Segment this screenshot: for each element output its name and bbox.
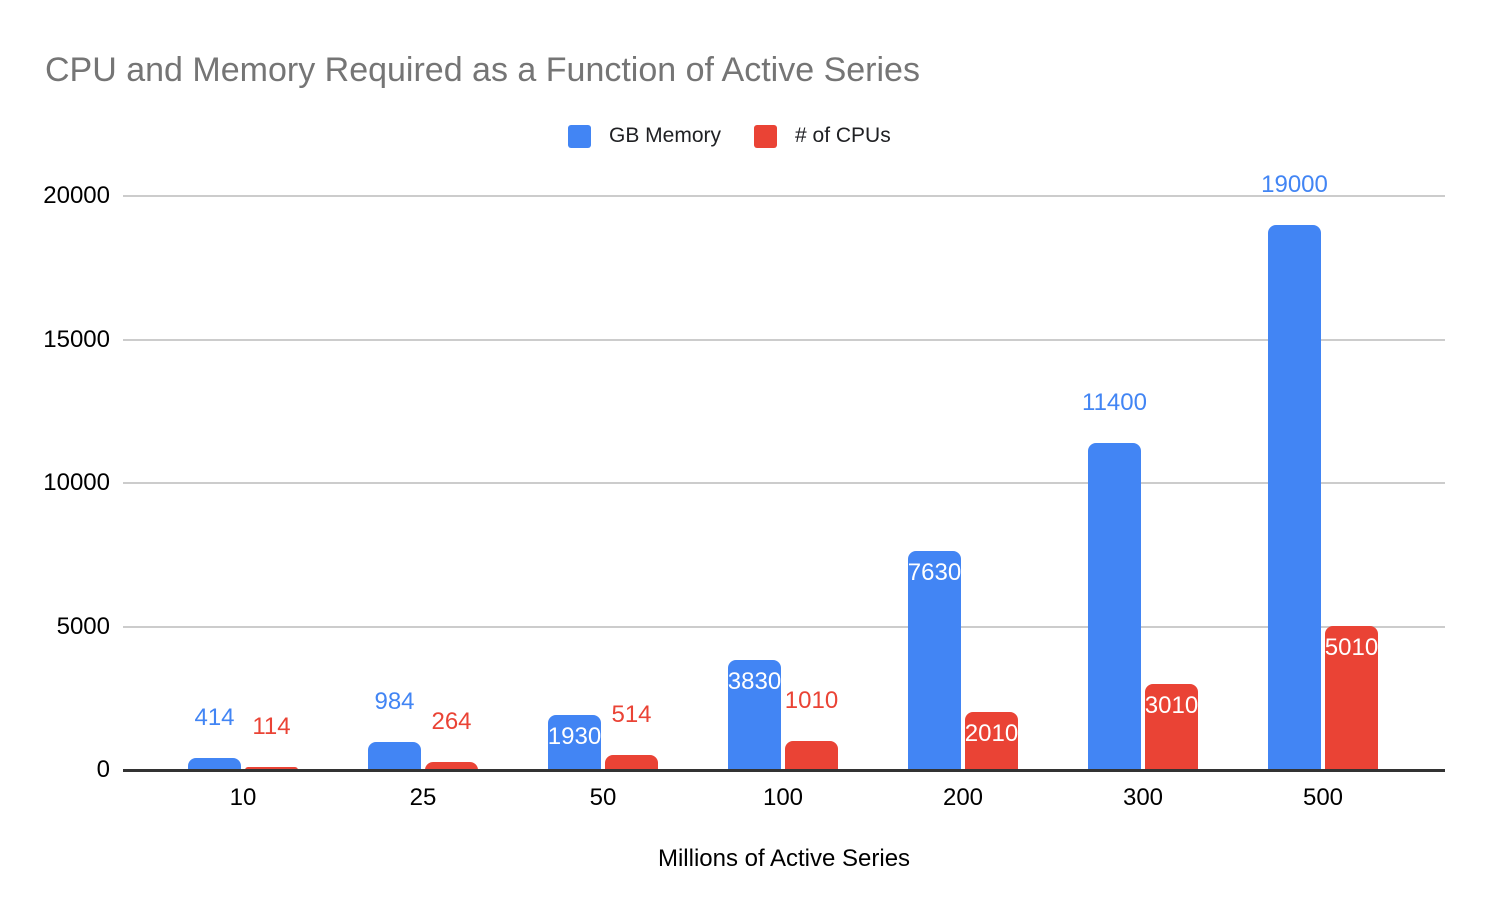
bar-gb-memory — [368, 741, 421, 770]
bar-cpus — [425, 762, 478, 770]
bar-value-gb-memory: 7630 — [907, 559, 962, 587]
bar-cpus — [1325, 626, 1378, 770]
bar-value-cpus: 1010 — [784, 687, 839, 714]
x-axis-tick-label: 200 — [942, 784, 984, 811]
bar-gb-memory — [548, 714, 601, 770]
bar-cpus — [785, 741, 838, 770]
legend-label-gb-memory: GB Memory — [609, 124, 722, 147]
x-axis-tick-label: 300 — [1122, 784, 1164, 811]
x-axis-tick-label: 100 — [762, 784, 804, 811]
bar-value-cpus: 114 — [252, 712, 291, 740]
y-axis-tick-label: 20000 — [43, 182, 110, 209]
bar-value-gb-memory: 984 — [374, 687, 415, 715]
legend-label-cpus: # of CPUs — [795, 124, 891, 147]
bar-cpus — [965, 712, 1018, 770]
bar-cpus — [1145, 683, 1198, 770]
x-axis-title: Millions of Active Series — [657, 845, 911, 872]
y-axis-tick-label: 10000 — [43, 469, 110, 496]
bar-gb-memory — [1088, 442, 1141, 770]
legend-swatch-cpus-icon — [754, 124, 778, 148]
bar-value-cpus: 5010 — [1324, 634, 1379, 662]
bar-value-gb-memory: 19000 — [1261, 170, 1328, 198]
bar-value-cpus: 3010 — [1144, 691, 1199, 719]
legend-item-gb-memory: GB Memory — [568, 124, 721, 148]
bar-value-cpus: 264 — [431, 708, 472, 736]
legend: GB Memory # of CPUs — [568, 124, 891, 148]
gridline — [123, 338, 1445, 341]
bar-value-gb-memory: 1930 — [547, 722, 602, 750]
bar-gb-memory — [1268, 224, 1321, 770]
x-axis-line — [123, 769, 1445, 772]
bar-gb-memory — [188, 758, 241, 770]
legend-item-cpus: # of CPUs — [754, 124, 891, 148]
bar-gb-memory — [728, 660, 781, 770]
chart-title: CPU and Memory Required as a Function of… — [45, 51, 920, 89]
y-axis-tick-label: 5000 — [56, 612, 110, 640]
x-axis-tick-label: 25 — [409, 784, 437, 811]
bar-value-gb-memory: 3830 — [727, 668, 782, 696]
bar-value-cpus: 2010 — [964, 720, 1019, 748]
x-axis-tick-label: 500 — [1302, 784, 1344, 811]
bar-value-cpus: 514 — [611, 701, 652, 729]
gridline — [123, 195, 1445, 197]
bar-cpus — [605, 755, 658, 770]
y-axis-tick-label: 0 — [96, 756, 110, 783]
x-axis-tick-label: 50 — [589, 784, 617, 811]
bar-value-gb-memory: 414 — [194, 704, 235, 732]
x-axis-tick-label: 10 — [229, 784, 257, 811]
gridline — [123, 482, 1445, 484]
legend-swatch-gb-memory-icon — [568, 124, 591, 148]
gridline — [123, 625, 1445, 628]
bar-gb-memory — [908, 551, 961, 770]
bar-value-gb-memory: 11400 — [1082, 388, 1147, 416]
bar-cpus — [245, 766, 298, 770]
y-axis-tick-label: 15000 — [43, 325, 110, 353]
